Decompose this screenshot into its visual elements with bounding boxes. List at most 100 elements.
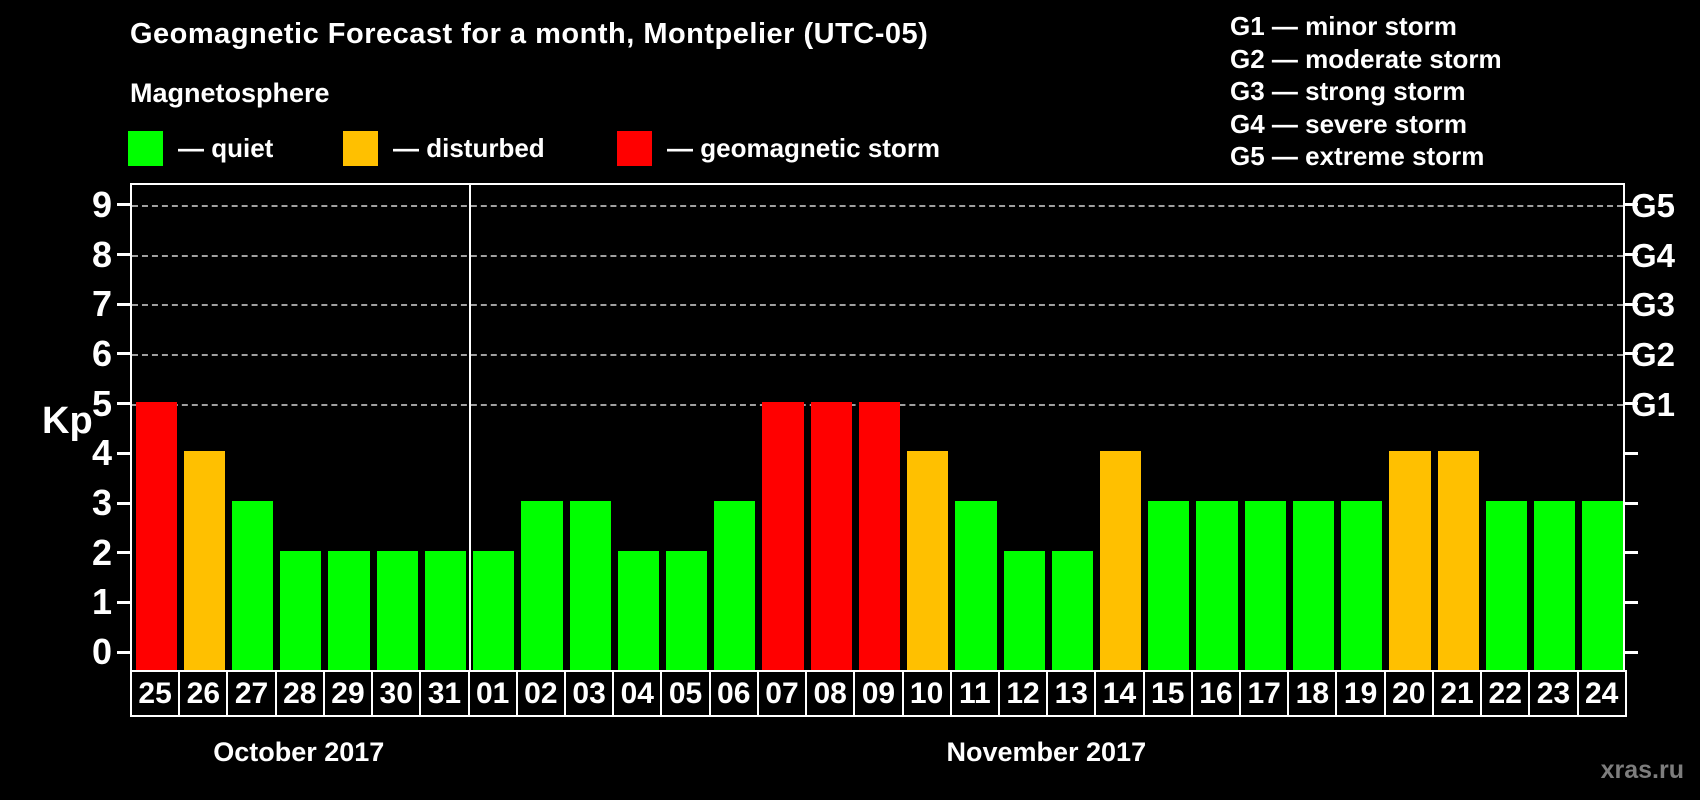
day-label-23: 23 [1528,670,1579,717]
kp-bar-day-26 [183,451,225,670]
y-axis-tick [117,203,132,207]
day-label-08: 08 [805,670,856,717]
kp-bar-day-12 [1003,550,1045,670]
right-axis-g-label: G2 [1631,335,1676,373]
kp-bar-day-28 [280,550,322,670]
kp-bar-day-07 [762,401,804,670]
legend-item-quiet: — quiet [128,131,273,166]
plot-area: 0 1 2 3 4 5 G1 6 G2 7 G3 8 G4 9 G5 [92,183,1675,670]
y-axis-tick [117,551,132,555]
gridline-kp9 [132,204,1623,207]
day-label-27: 27 [226,670,277,717]
day-label-17: 17 [1239,670,1290,717]
day-label-12: 12 [997,670,1049,717]
kp-bar-day-31 [424,550,467,670]
legend-item-disturbed: — disturbed [343,131,545,166]
gridline-kp7 [132,304,1623,307]
storm-color-swatch [617,131,652,166]
day-label-05: 05 [660,670,711,717]
kp-bar-day-20 [1389,451,1431,670]
kp-bar-day-09 [858,401,901,670]
g-scale-legend: G1 — minor storm G2 — moderate storm G3 — … [1230,10,1502,173]
y-axis-tick-label: 0 [91,631,112,673]
kp-bar-day-24 [1582,501,1624,670]
day-label-04: 04 [612,670,663,717]
y-axis-tick [117,650,132,654]
gridline-kp6 [132,353,1623,356]
kp-bar-day-29 [328,550,370,670]
kp-bar-day-06 [714,501,756,670]
right-axis-g-label: G1 [1631,385,1676,423]
legend-label-storm: — geomagnetic storm [667,133,941,163]
y-axis-tick-label: 7 [91,283,112,325]
legend-item-storm: — geomagnetic storm [617,131,940,166]
chart-subtitle: Magnetosphere [130,78,330,108]
y-axis-tick [117,501,132,505]
day-label-25: 25 [130,670,181,717]
day-label-22: 22 [1480,670,1531,717]
day-label-29: 29 [322,670,374,717]
day-label-15: 15 [1142,670,1193,717]
day-label-11: 11 [949,670,1000,717]
kp-bar-day-03 [569,501,611,670]
y-axis-tick [117,451,132,455]
y-axis-title: Kp [42,400,93,442]
kp-bar-day-08 [810,401,852,670]
day-label-10: 10 [901,670,952,717]
day-label-20: 20 [1383,670,1434,717]
kp-bar-day-10 [907,451,949,670]
y-axis-tick-label: 6 [91,332,112,374]
disturbed-color-swatch [343,131,378,166]
gridline-kp8 [132,254,1623,257]
kp-bar-day-27 [231,501,274,670]
right-axis-g-label: G3 [1631,286,1676,324]
day-label-24: 24 [1576,670,1627,717]
y-axis-tick [117,302,132,306]
kp-bar-day-17 [1244,501,1286,670]
right-axis-tick [1623,352,1638,356]
kp-bar-day-11 [955,501,997,670]
day-label-30: 30 [371,670,422,717]
right-axis-tick [1623,600,1638,604]
kp-bar-day-25 [135,401,177,670]
g-scale-legend-line: G5 — extreme storm [1230,141,1485,171]
day-label-21: 21 [1431,670,1483,717]
day-label-13: 13 [1046,670,1097,717]
right-axis-tick [1623,650,1638,654]
right-axis-tick [1623,402,1638,406]
x-axis-day-row: 25 26 27 28 29 30 31 01 02 03 04 05 06 07 08 09 10 11 12 13… [130,670,1627,717]
month-separator-line [468,185,471,670]
day-label-14: 14 [1094,670,1145,717]
kp-bar-day-19 [1341,501,1383,670]
g-scale-legend-line: G4 — severe storm [1230,108,1468,139]
day-label-09: 09 [853,670,904,717]
right-axis-tick [1623,203,1638,207]
day-label-18: 18 [1287,670,1338,717]
right-axis-tick [1623,451,1638,455]
kp-bar-day-04 [617,550,659,670]
kp-bar-day-18 [1292,501,1335,670]
kp-bar-day-05 [665,550,708,670]
day-label-02: 02 [515,670,566,717]
kp-bar-day-22 [1485,501,1528,670]
day-label-19: 19 [1335,670,1386,717]
y-axis-tick [117,352,132,356]
y-axis-tick [117,402,132,406]
day-label-26: 26 [178,670,229,717]
chart-title: Geomagnetic Forecast for a month, Montpe… [130,18,929,50]
day-label-01: 01 [467,670,518,717]
activity-legend: — quiet — disturbed — geomagnetic storm [0,131,1100,171]
kp-bar-day-13 [1051,550,1093,670]
g-scale-legend-line: G3 — strong storm [1230,76,1466,106]
right-axis-tick [1623,302,1638,306]
month-label-november: November 2017 [946,737,1147,767]
y-axis-tick-label: 3 [91,482,112,524]
kp-bar-day-21 [1437,451,1479,670]
right-axis-g-label: G4 [1631,236,1676,274]
kp-bar-day-30 [376,550,418,670]
y-axis-tick [117,600,132,604]
day-label-06: 06 [708,670,759,717]
watermark: xras.ru [1600,756,1684,784]
y-axis-tick-label: 9 [91,183,112,225]
